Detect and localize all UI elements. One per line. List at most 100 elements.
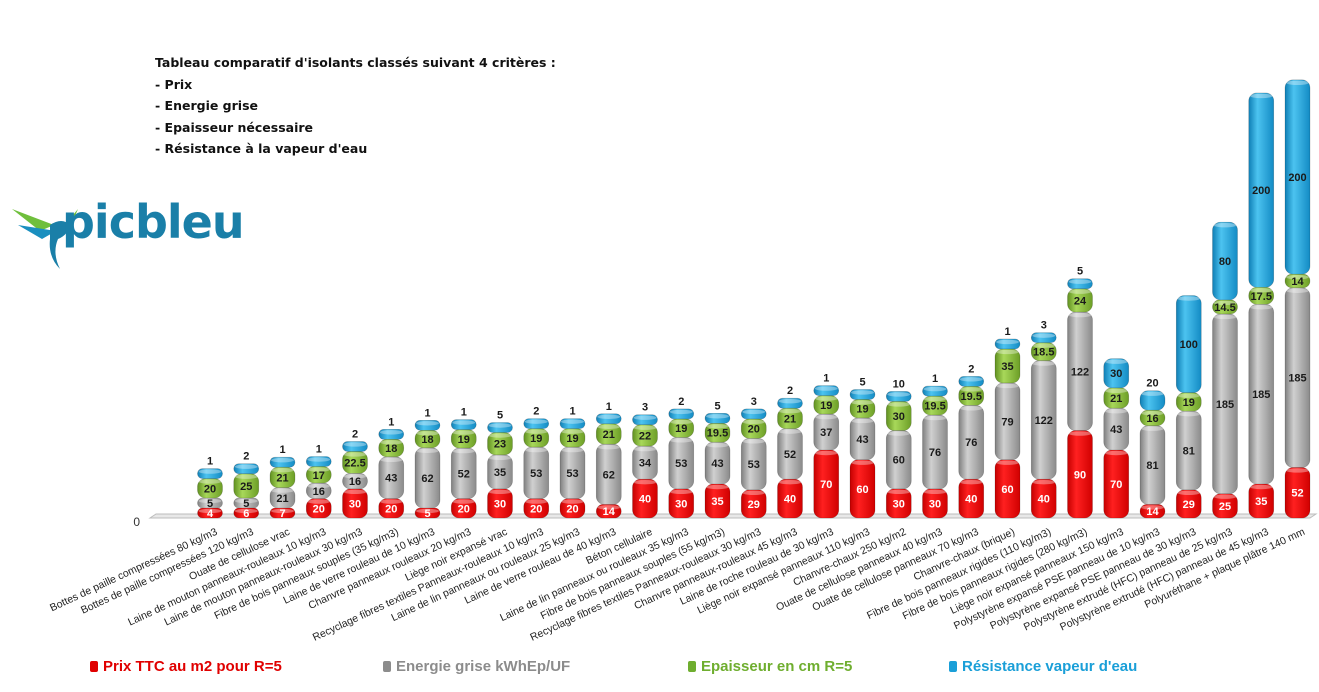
data-label: 16 [1146,413,1158,425]
bar-segment [885,391,912,402]
bar-segment-highlight [778,479,802,485]
bar-segment [1139,390,1166,411]
data-label: 35 [1001,361,1013,373]
data-label: 21 [784,413,796,425]
bar-segment-highlight [706,424,729,429]
bar-segment [1284,79,1311,275]
legend-label: Résistance vapeur d'eau [962,658,1138,675]
bar-segment-highlight [271,508,294,514]
data-label: 18 [421,434,433,446]
data-label: 2 [533,406,539,418]
data-label: 1 [388,416,394,428]
bar-segment-highlight [778,409,802,414]
bar-segment-highlight [198,479,222,484]
data-label: 19.5 [961,391,982,403]
bar-segment-highlight [488,433,512,438]
bar-segment [1103,387,1130,409]
data-label: 90 [1074,469,1086,481]
bar-segment-highlight [198,498,222,504]
data-label: 3 [751,396,757,408]
bar-segment-highlight [669,438,693,443]
data-label: 19.5 [707,428,728,440]
bar-segment-highlight [1177,393,1201,398]
bar-segment-highlight [1213,494,1237,499]
bar-segment [1030,332,1057,343]
data-label: 20 [1146,378,1158,390]
bar-segment [378,456,405,499]
data-label: 122 [1035,415,1053,427]
data-label: 14.5 [1214,302,1235,314]
bar-segment-highlight [524,499,548,504]
bar-segment-highlight [851,418,874,424]
data-label: 40 [784,494,796,506]
bar-segment [1212,221,1238,301]
bar-segment [523,418,550,429]
data-label: 29 [748,499,760,511]
legend-item-energie: Energie grise kWhEp/UF [383,658,570,675]
bar-segment [1030,478,1057,519]
chart-floor [148,513,1318,519]
bar-segment-highlight [996,339,1019,345]
data-label: 19 [458,434,470,446]
bar-segment [450,419,477,430]
bar-segment-highlight [669,419,693,425]
data-label: 185 [1216,399,1234,411]
data-label: 1 [424,407,430,419]
bar-segment-highlight [307,467,331,472]
legend-item-epaisseur: Epaisseur en cm R=5 [688,658,852,675]
data-label: 1 [316,444,322,456]
bar-segment-highlight [996,349,1019,355]
bar-segment-highlight [416,421,439,426]
bar-segment-highlight [416,508,439,514]
annotation-criterion: - Prix [155,76,193,92]
bar-segment-highlight [271,457,294,463]
bar-segment-highlight [1068,431,1092,436]
annotation-criterion: - Epaisseur nécessaire [155,119,314,135]
data-label: 43 [856,434,868,446]
blue-square-icon [949,661,957,672]
data-label: 24 [1074,295,1087,307]
bar-segment-highlight [1177,411,1201,417]
bar-segment-highlight [524,447,548,453]
bar-segment [922,385,948,397]
bar-segment-highlight [887,431,911,436]
data-label: 18.5 [1033,347,1054,359]
data-label: 21 [1110,393,1122,405]
bar-segment-highlight [1286,80,1309,86]
bar-segment [378,429,405,440]
data-label: 122 [1071,366,1089,378]
data-label: 2 [787,385,793,397]
bar-segment-highlight [1213,300,1237,306]
bar-segment-highlight [706,414,729,419]
data-label: 80 [1219,256,1231,268]
annotation-criterion: - Résistance à la vapeur d'eau [155,141,368,156]
bar-segment-highlight [851,460,874,465]
data-label: 5 [714,400,720,412]
bar-segment-highlight [524,419,548,424]
data-label: 4 [207,508,214,520]
legend-item-prix: Prix TTC au m2 pour R=5 [90,658,282,675]
bar-segment-highlight [561,499,584,504]
legend-label: Prix TTC au m2 pour R=5 [103,658,282,675]
bar-segment-highlight [1213,314,1237,320]
data-label: 20 [313,503,325,515]
data-label: 5 [207,498,213,510]
bar-segment-highlight [1249,305,1273,310]
bar-segment-highlight [887,402,911,407]
data-label: 19 [856,404,868,416]
y-tick-label: 0 [133,515,140,529]
data-label: 100 [1180,339,1198,351]
bar-segment-highlight [1068,289,1092,294]
bar-segment-highlight [1104,409,1128,414]
data-label: 1 [279,444,285,456]
data-label: 70 [1110,479,1122,491]
data-label: 21 [276,493,288,505]
bar-segment [1103,358,1130,389]
data-label: 43 [385,473,397,485]
data-label: 16 [313,486,325,498]
hummingbird-icon [12,209,78,269]
bar-segment-highlight [379,440,403,445]
bar-segment [777,397,803,409]
data-label: 40 [965,494,977,506]
data-label: 40 [1038,494,1050,506]
